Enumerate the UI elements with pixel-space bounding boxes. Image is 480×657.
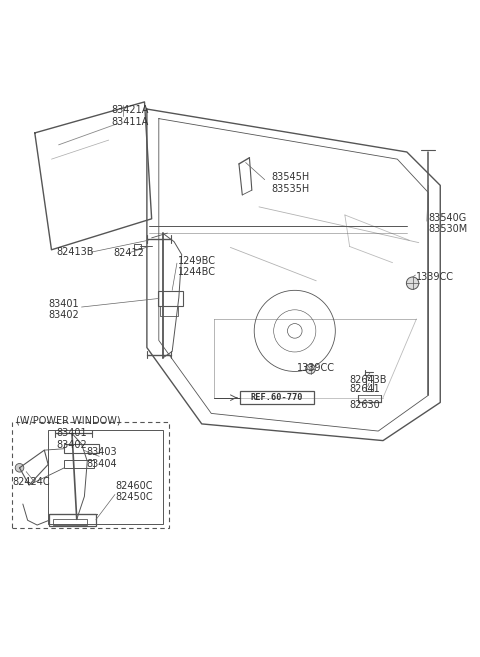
Text: (W/POWER WINDOW): (W/POWER WINDOW) (16, 415, 120, 425)
Text: 83403
83404: 83403 83404 (86, 447, 117, 469)
Text: 83401
83402: 83401 83402 (57, 428, 87, 450)
Bar (53, 519, 87, 525)
Bar (64, 460, 94, 468)
Circle shape (306, 364, 315, 374)
Text: 82424C: 82424C (12, 477, 49, 487)
Text: 82630: 82630 (349, 400, 380, 410)
Bar (49, 514, 96, 526)
Text: 1249BC
1244BC: 1249BC 1244BC (178, 256, 216, 277)
Bar (366, 375, 372, 390)
Bar (160, 306, 179, 315)
Bar (240, 392, 314, 404)
Bar (12, 422, 169, 528)
Text: 83540G
83530M: 83540G 83530M (428, 213, 468, 235)
Text: 83401
83402: 83401 83402 (48, 299, 79, 320)
Text: 82643B: 82643B (349, 374, 387, 384)
Text: 83545H
83535H: 83545H 83535H (271, 172, 309, 194)
Text: REF.60-770: REF.60-770 (251, 393, 303, 402)
Bar (158, 291, 183, 306)
Text: 1339CC: 1339CC (417, 272, 455, 282)
Circle shape (407, 277, 419, 289)
Circle shape (15, 463, 24, 472)
Text: 82460C
82450C: 82460C 82450C (115, 481, 153, 503)
Text: 82412: 82412 (114, 248, 144, 258)
Bar (134, 244, 141, 249)
Text: 82413B: 82413B (57, 247, 94, 257)
Bar (64, 444, 99, 453)
Text: 83421A
83411A: 83421A 83411A (111, 105, 149, 127)
Text: 82641: 82641 (349, 384, 380, 394)
Bar (48, 430, 163, 524)
Text: 1339CC: 1339CC (297, 363, 335, 373)
